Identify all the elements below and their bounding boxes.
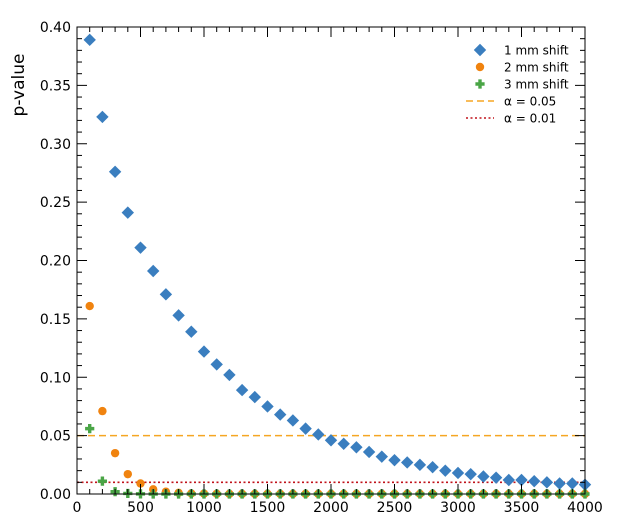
data-point bbox=[197, 345, 211, 358]
data-point bbox=[388, 453, 401, 467]
data-point bbox=[464, 467, 477, 481]
x-tick-label: 0 bbox=[73, 500, 82, 516]
data-point bbox=[375, 450, 388, 463]
x-tick-label: 4000 bbox=[567, 500, 603, 516]
data-point bbox=[123, 469, 132, 479]
legend-label: α = 0.05 bbox=[504, 95, 556, 109]
y-tick-label: 0.30 bbox=[40, 137, 71, 153]
data-point bbox=[566, 477, 579, 490]
data-point bbox=[299, 422, 312, 435]
data-point bbox=[451, 466, 465, 480]
data-point bbox=[489, 471, 503, 484]
y-tick-label: 0.40 bbox=[40, 20, 71, 36]
data-point bbox=[337, 437, 350, 450]
legend: 1 mm shift 2 mm shift 3 mm shift α = 0.05 α … bbox=[466, 44, 569, 126]
data-point bbox=[134, 241, 147, 254]
data-point bbox=[477, 470, 490, 483]
data-point bbox=[98, 406, 107, 416]
x-tick-label: 3000 bbox=[440, 500, 476, 516]
data-point bbox=[185, 325, 198, 338]
y-tick-label: 0.15 bbox=[40, 312, 71, 328]
data-point bbox=[121, 206, 134, 219]
legend-label: 2 mm shift bbox=[504, 61, 569, 75]
data-point bbox=[350, 441, 363, 454]
x-tick-label: 1000 bbox=[186, 500, 222, 516]
x-tick-label: 2000 bbox=[313, 500, 349, 516]
data-point bbox=[261, 400, 274, 413]
y-tick-label: 0.05 bbox=[40, 429, 71, 445]
data-point bbox=[248, 390, 261, 404]
data-point bbox=[502, 473, 515, 487]
data-point bbox=[83, 33, 96, 47]
data-point bbox=[223, 368, 236, 382]
data-point bbox=[324, 434, 338, 447]
data-point bbox=[108, 165, 122, 178]
y-axis-label: p-value bbox=[9, 54, 29, 117]
data-point bbox=[312, 428, 325, 441]
data-point bbox=[553, 477, 566, 490]
data-point bbox=[110, 448, 120, 458]
legend-label: α = 0.01 bbox=[504, 112, 556, 126]
x-tick-label: 1500 bbox=[250, 500, 286, 516]
y-tick-label: 0.35 bbox=[40, 78, 71, 94]
data-point bbox=[540, 476, 554, 489]
legend-marker bbox=[475, 79, 485, 89]
data-point bbox=[97, 476, 107, 486]
series-1 bbox=[83, 33, 592, 491]
legend-marker bbox=[475, 62, 485, 72]
x-tick-label: 2500 bbox=[377, 500, 413, 516]
data-point bbox=[401, 456, 414, 469]
legend-label: 1 mm shift bbox=[504, 44, 569, 58]
data-point bbox=[286, 414, 300, 427]
data-point bbox=[426, 460, 439, 474]
data-point bbox=[515, 473, 528, 487]
series-2 bbox=[85, 301, 590, 499]
data-point bbox=[528, 474, 541, 488]
data-point bbox=[172, 309, 185, 322]
data-point bbox=[159, 288, 173, 301]
data-point bbox=[413, 458, 427, 472]
data-point bbox=[274, 408, 287, 421]
data-point bbox=[136, 479, 145, 488]
y-tick-label: 0.20 bbox=[40, 254, 71, 270]
data-point bbox=[85, 424, 95, 434]
data-point bbox=[235, 383, 249, 397]
legend-marker bbox=[473, 43, 487, 57]
legend-label: 3 mm shift bbox=[504, 78, 569, 92]
data-point bbox=[96, 110, 109, 124]
data-point bbox=[210, 358, 223, 371]
data-point bbox=[439, 464, 452, 477]
y-tick-label: 0.10 bbox=[40, 370, 71, 386]
x-tick-label: 500 bbox=[127, 500, 154, 516]
data-point bbox=[362, 445, 376, 459]
data-point bbox=[147, 264, 160, 278]
x-tick-label: 3500 bbox=[504, 500, 540, 516]
y-tick-label: 0.00 bbox=[40, 487, 71, 503]
data-point bbox=[85, 301, 94, 311]
y-tick-label: 0.25 bbox=[40, 195, 71, 211]
